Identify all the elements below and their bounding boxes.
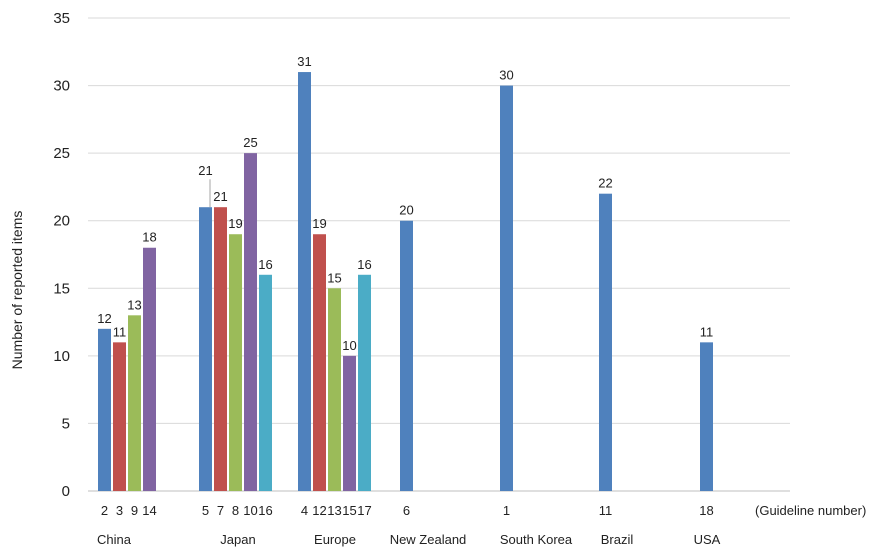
gridlines [88, 17, 790, 492]
y-tick-label: 15 [53, 280, 70, 297]
bar [244, 153, 257, 491]
data-label: 16 [357, 257, 371, 272]
guideline-number: 2 [101, 503, 108, 518]
guideline-number: 5 [202, 503, 209, 518]
bar [128, 315, 141, 491]
guideline-number: 14 [142, 503, 156, 518]
data-label: 11 [700, 324, 714, 339]
category-label: Brazil [601, 532, 634, 547]
y-axis: 0 5 10 15 20 25 30 35 [53, 10, 70, 500]
y-tick-label: 25 [53, 145, 70, 162]
data-label: 31 [297, 54, 311, 69]
bar [400, 220, 413, 491]
data-label: 25 [243, 135, 257, 150]
bar [199, 207, 212, 491]
guideline-number: 10 [243, 503, 257, 518]
data-label: 20 [399, 203, 413, 218]
bar [229, 234, 242, 491]
guideline-number: 6 [403, 503, 410, 518]
bar [98, 328, 111, 491]
bar [343, 355, 356, 491]
guideline-number: 8 [232, 503, 239, 518]
bar [328, 288, 341, 491]
guideline-number: 7 [217, 503, 224, 518]
data-label: 12 [97, 311, 111, 326]
guideline-number-label: (Guideline number) [755, 503, 866, 518]
y-axis-label: Number of reported items [9, 211, 25, 370]
category-label: Europe [314, 532, 356, 547]
data-label: 18 [142, 230, 156, 245]
category-label: USA [694, 532, 721, 547]
data-label: 21 [213, 189, 227, 204]
bar [298, 72, 311, 492]
data-label: 13 [127, 297, 141, 312]
y-tick-label: 5 [62, 415, 70, 432]
data-label: 11 [113, 324, 127, 339]
bar [358, 274, 371, 491]
guideline-number: 9 [131, 503, 138, 518]
data-label: 16 [258, 257, 272, 272]
y-tick-label: 10 [53, 348, 70, 365]
guideline-number: 3 [116, 503, 123, 518]
category-label: Japan [220, 532, 255, 547]
category-label: New Zealand [390, 532, 467, 547]
bar [500, 85, 513, 492]
bar [313, 234, 326, 491]
y-tick-label: 0 [62, 483, 70, 500]
bar [599, 193, 612, 491]
guideline-number: 18 [699, 503, 713, 518]
guideline-number: 17 [357, 503, 371, 518]
guideline-number: 16 [258, 503, 272, 518]
y-tick-label: 20 [53, 213, 70, 230]
guideline-number: 15 [342, 503, 356, 518]
data-label: 21 [198, 163, 212, 178]
guideline-number: 13 [327, 503, 341, 518]
data-label: 22 [598, 176, 612, 191]
bar [214, 207, 227, 491]
category-label: South Korea [500, 532, 573, 547]
y-tick-label: 30 [53, 78, 70, 95]
guideline-number: 11 [599, 503, 613, 518]
data-label: 30 [499, 68, 513, 83]
y-tick-label: 35 [53, 10, 70, 27]
guideline-number: 4 [301, 503, 308, 518]
bar [143, 247, 156, 491]
data-label: 19 [228, 216, 242, 231]
bar [259, 274, 272, 491]
guideline-number: 12 [312, 503, 326, 518]
bar [113, 342, 126, 491]
category-label: China [97, 532, 132, 547]
data-label: 19 [312, 216, 326, 231]
data-label: 10 [342, 338, 356, 353]
guideline-number: 1 [503, 503, 510, 518]
bar [700, 342, 713, 491]
data-label: 15 [327, 270, 341, 285]
